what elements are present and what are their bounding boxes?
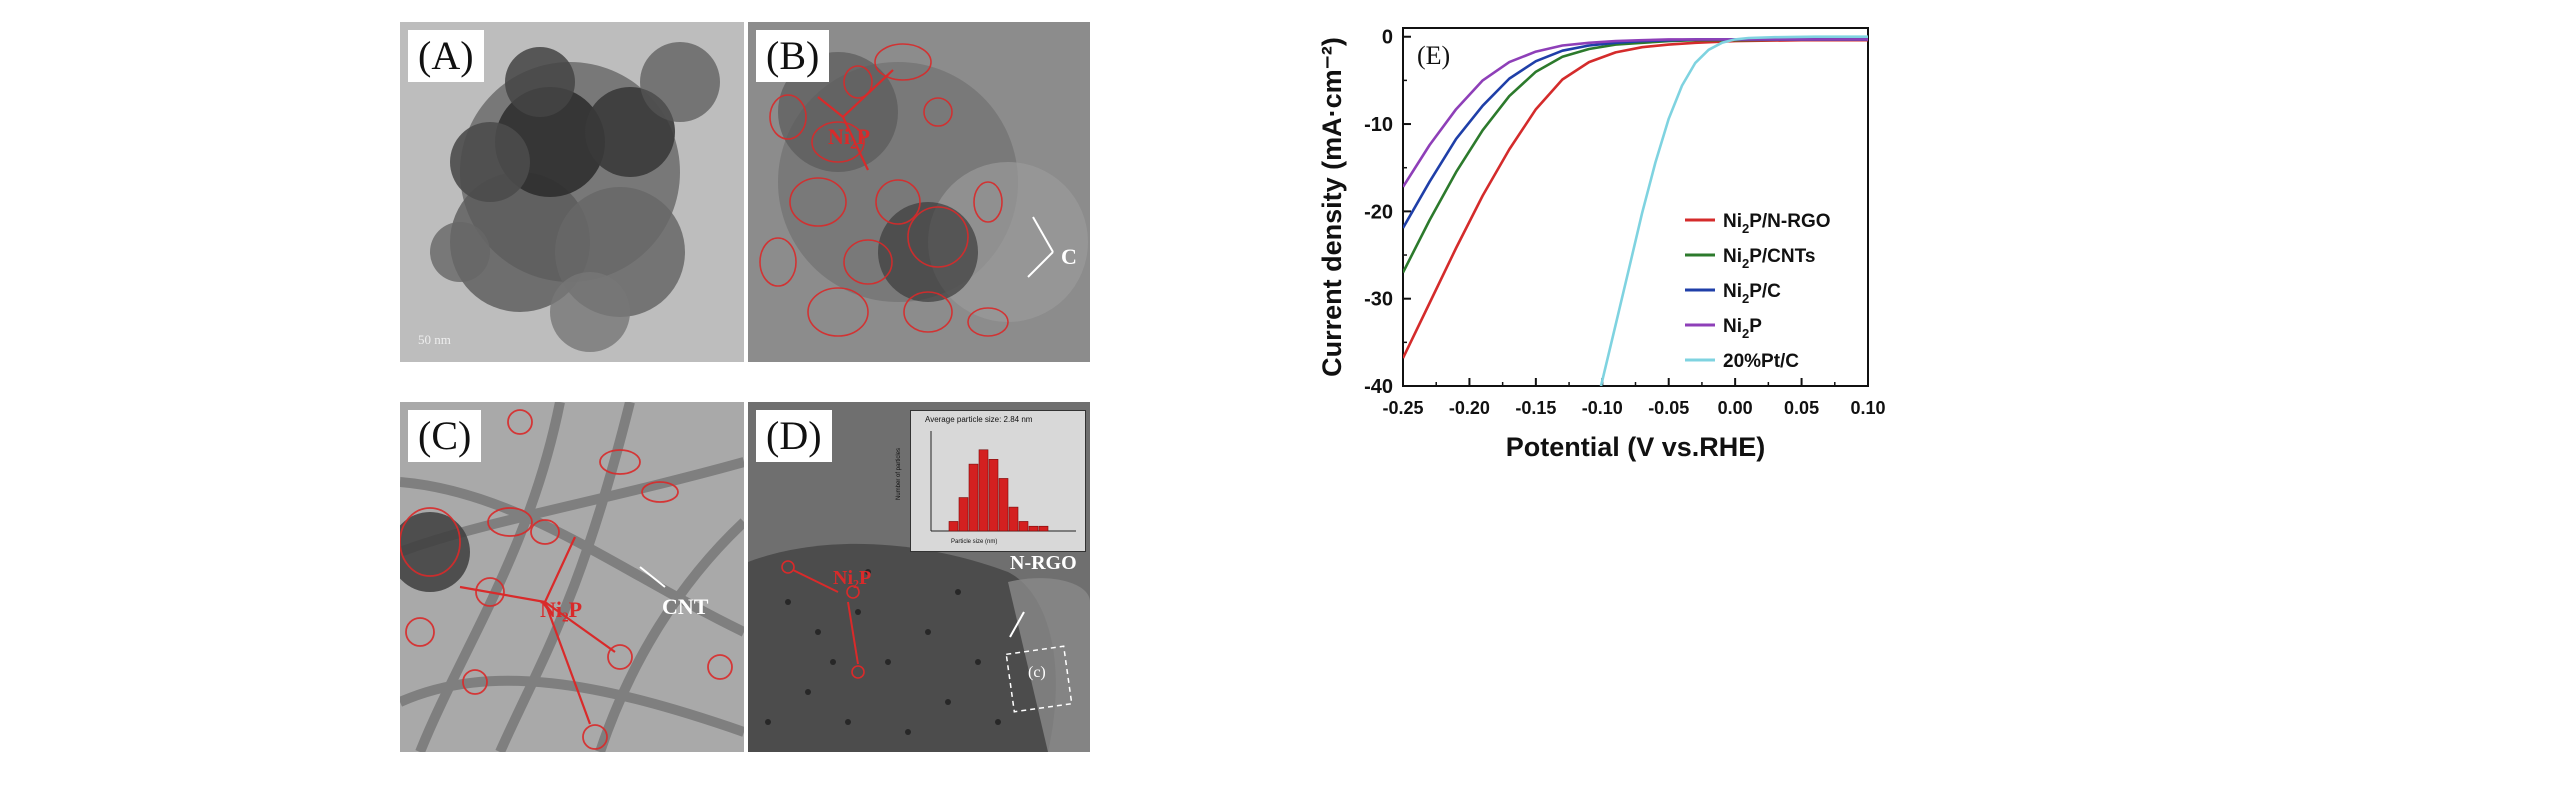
y-axis-title: Current density (mA·cm⁻²) bbox=[1317, 37, 1347, 377]
tem-panel-a: (A) 50 nm bbox=[400, 22, 744, 362]
particle-size-inset: Average particle size: 2.84 nm Number of… bbox=[896, 410, 1086, 552]
inset-histogram-bar bbox=[978, 449, 989, 532]
series-line-20-pt-c bbox=[1599, 35, 1868, 386]
cnt-annotation-c: CNT bbox=[662, 594, 709, 619]
plot-frame bbox=[1402, 27, 1869, 387]
panel-label-a: (A) bbox=[408, 30, 484, 82]
legend-label: Ni2P/CNTs bbox=[1723, 246, 1815, 271]
inset-histogram-bar bbox=[998, 478, 1009, 532]
x-tick-label: -0.05 bbox=[1648, 398, 1689, 418]
tem-image-a bbox=[400, 22, 744, 362]
x-tick-label: -0.20 bbox=[1449, 398, 1490, 418]
legend-label: Ni2P/C bbox=[1723, 281, 1781, 306]
tem-image-b bbox=[748, 22, 1090, 362]
y-tick-label: -10 bbox=[1364, 114, 1393, 136]
tem-panel-b: (B) Ni₂P C bbox=[748, 22, 1090, 362]
polarization-chart-panel: (E) -0.25 -0.20 -0.15 -0.10 -0.05 0.00 0.05 0.10… bbox=[1255, 18, 2195, 778]
ni2p-annotation-c: Ni₂P bbox=[540, 597, 583, 622]
legend-label: 20%Pt/C bbox=[1723, 351, 1799, 372]
series-line-ni2p bbox=[1403, 38, 1868, 188]
nrgo-annotation-d: N-RGO bbox=[1010, 552, 1077, 574]
inset-histogram-bar bbox=[1038, 525, 1049, 532]
region-c-annotation-d: (c) bbox=[1028, 664, 1046, 681]
tem-panel-c: (C) Ni₂P CNT bbox=[400, 402, 744, 752]
ni2p-annotation-b: Ni₂P bbox=[828, 124, 871, 149]
series-line-ni2p-n-rgo bbox=[1403, 38, 1868, 359]
y-tick-label: -40 bbox=[1364, 376, 1393, 398]
x-tick-label: -0.10 bbox=[1582, 398, 1623, 418]
y-tick-label: -30 bbox=[1364, 289, 1393, 311]
inset-x-label: Particle size (nm) bbox=[951, 539, 998, 545]
inset-histogram-bar bbox=[948, 521, 959, 532]
panel-label-b: (B) bbox=[756, 30, 830, 82]
x-tick-label: 0.10 bbox=[1850, 398, 1885, 418]
inset-y-label: Number of particles bbox=[896, 447, 903, 501]
tem-panel-d: (D) Ni₂P N-RGO (c) Average particle size… bbox=[748, 402, 1090, 752]
carbon-annotation-b: C bbox=[1061, 244, 1077, 269]
x-tick-label: -0.25 bbox=[1382, 398, 1423, 418]
y-tick-label: 0 bbox=[1382, 27, 1393, 49]
panel-label-d: (D) bbox=[756, 410, 832, 462]
y-tick-label: -20 bbox=[1364, 201, 1393, 223]
x-tick-label: -0.15 bbox=[1515, 398, 1556, 418]
inset-histogram-bar bbox=[988, 459, 999, 532]
polarization-chart: (E) -0.25 -0.20 -0.15 -0.10 -0.05 0.00 0.05 0.10… bbox=[1317, 27, 1886, 462]
legend-label: Ni2P bbox=[1723, 316, 1762, 341]
ni2p-annotation-d: Ni₂P bbox=[833, 567, 872, 589]
panel-label-c: (C) bbox=[408, 410, 482, 462]
inset-histogram bbox=[930, 431, 1076, 532]
inset-title: Average particle size: 2.84 nm bbox=[925, 415, 1033, 424]
tem-image-c bbox=[400, 402, 744, 752]
inset-histogram-bar bbox=[1028, 525, 1039, 532]
inset-histogram-bar bbox=[1018, 521, 1029, 532]
series-line-ni2p-c bbox=[1403, 38, 1868, 229]
legend-label: Ni2P/N-RGO bbox=[1723, 211, 1831, 236]
x-axis-title: Potential (V vs.RHE) bbox=[1506, 432, 1766, 462]
scale-bar-a: 50 nm bbox=[418, 332, 451, 347]
x-tick-label: 0.00 bbox=[1718, 398, 1753, 418]
x-tick-label: 0.05 bbox=[1784, 398, 1819, 418]
inset-histogram-bar bbox=[1008, 506, 1019, 532]
inset-histogram-bar bbox=[968, 463, 979, 532]
inset-histogram-bar bbox=[958, 497, 969, 532]
panel-label-e: (E) bbox=[1417, 41, 1450, 70]
